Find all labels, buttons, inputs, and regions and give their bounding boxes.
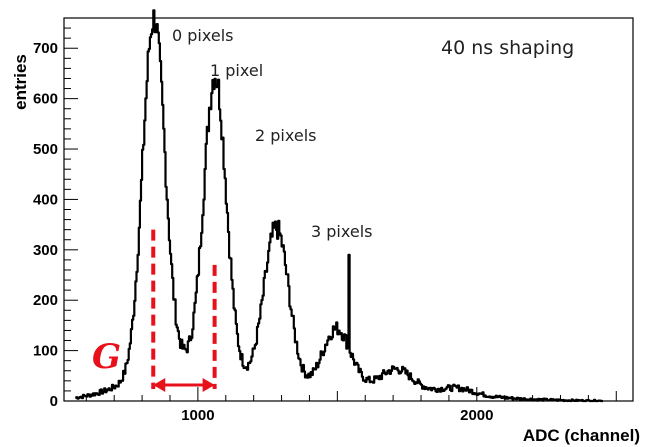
y-tick-label: 0 (50, 393, 58, 410)
peak-label-3: 3 pixels (311, 222, 372, 241)
x-axis-ticks: 1000 2000 (85, 387, 617, 424)
y-axis-ticks: 0 100 200 300 400 500 600 700 (33, 27, 78, 410)
gain-markers (151, 229, 217, 392)
peak-label-2: 2 pixels (255, 126, 316, 145)
y-tick-label: 400 (33, 191, 58, 208)
gain-arrow-head-left (153, 378, 166, 392)
adc-spectrum-line (75, 9, 603, 403)
y-tick-label: 100 (33, 343, 58, 360)
y-tick-label: 300 (33, 242, 58, 259)
y-tick-label: 500 (33, 141, 58, 158)
gain-arrow-head-right (202, 378, 215, 392)
x-tick-label: 2000 (460, 407, 493, 424)
x-tick-label: 1000 (181, 407, 214, 424)
x-axis-title: ADC (channel) (523, 426, 640, 445)
y-tick-label: 700 (33, 40, 58, 57)
peak-label-0: 0 pixels (172, 26, 233, 45)
shaping-annotation: 40 ns shaping (441, 37, 574, 59)
peak-label-1: 1 pixel (210, 61, 263, 80)
y-tick-label: 200 (33, 292, 58, 309)
y-tick-label: 600 (33, 91, 58, 108)
gain-symbol: G (92, 337, 121, 377)
y-axis-title: entries (11, 54, 30, 110)
